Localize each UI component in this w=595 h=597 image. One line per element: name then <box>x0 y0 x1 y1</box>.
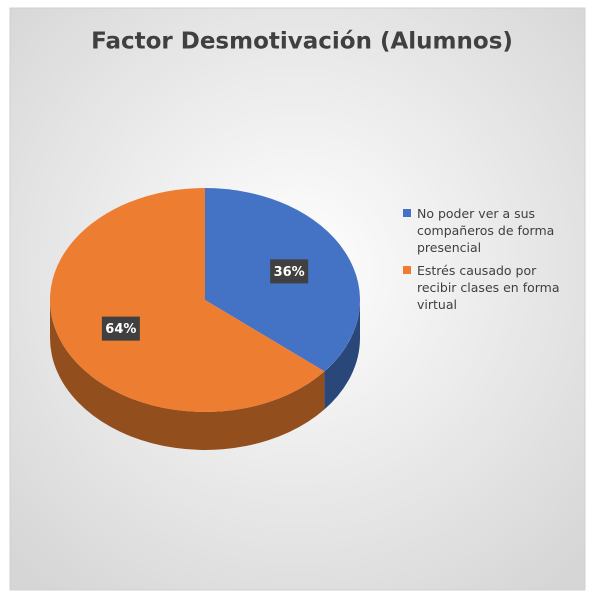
legend-item: No poder ver a sus compañeros de forma p… <box>403 205 568 256</box>
legend-item: Estrés causado por recibir clases en for… <box>403 262 568 313</box>
pie-side <box>49 300 325 450</box>
chart-title: Factor Desmotivación (Alumnos) <box>91 29 513 55</box>
pie-side <box>324 300 360 410</box>
legend-swatch <box>403 209 411 217</box>
data-label: 64% <box>105 322 136 337</box>
legend-label: No poder ver a sus compañeros de forma p… <box>417 206 555 255</box>
legend-swatch <box>403 266 411 274</box>
data-label-box <box>270 259 309 284</box>
pie-slice <box>49 188 325 413</box>
data-label-box <box>101 316 140 341</box>
pie: 36% 64% <box>49 188 360 450</box>
data-label: 36% <box>274 265 305 280</box>
legend-label: Estrés causado por recibir clases en for… <box>417 263 560 312</box>
